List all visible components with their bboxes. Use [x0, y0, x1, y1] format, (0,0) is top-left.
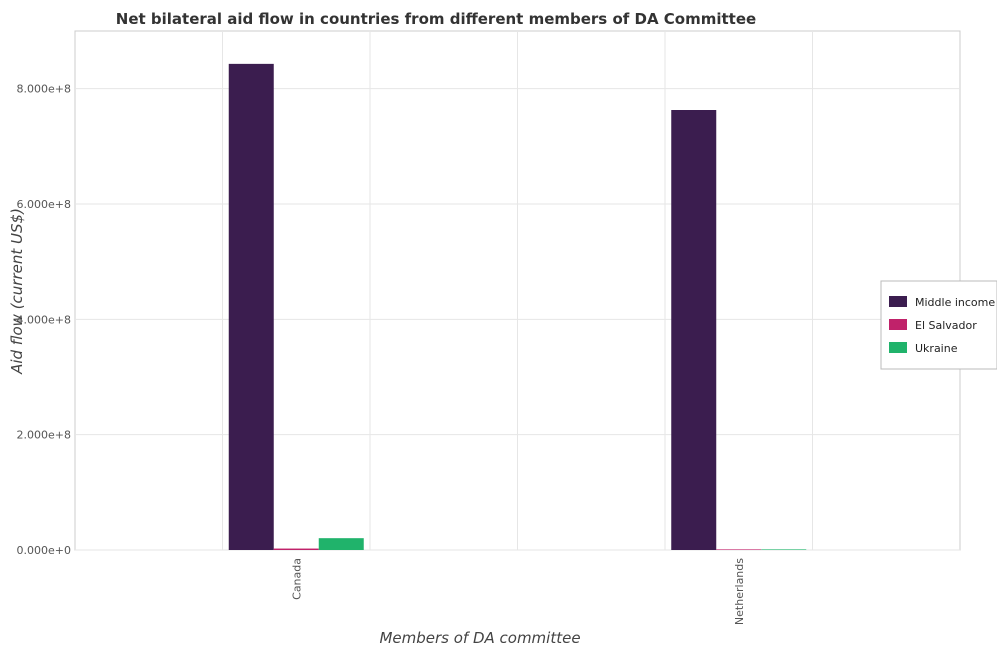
x-tick-label: Canada	[290, 558, 303, 600]
chart-title: Net bilateral aid flow in countries from…	[116, 10, 756, 28]
legend-swatch	[889, 319, 907, 330]
bar-el-salvador-netherlands	[716, 549, 762, 550]
y-tick-label: 6.000e+8	[17, 198, 71, 211]
bar-middle-income-netherlands	[671, 110, 717, 551]
x-tick-label: Netherlands	[733, 558, 746, 625]
y-tick-label: 8.000e+8	[17, 83, 71, 96]
bar-ukraine-netherlands	[761, 549, 807, 550]
y-tick-label: 2.000e+8	[17, 429, 71, 442]
legend-label: Middle income	[915, 296, 995, 309]
y-axis-label: Aid flow (current US$)	[8, 208, 26, 375]
legend-swatch	[889, 342, 907, 353]
bar-el-salvador-canada	[273, 548, 319, 550]
legend-swatch	[889, 296, 907, 307]
plot-area: 0.000e+0 2.000e+8 4.000e+8 6.000e+8 8.000e+8…	[17, 30, 961, 625]
legend: Middle income El Salvador Ukraine	[880, 280, 997, 370]
bar-middle-income-canada	[228, 63, 274, 551]
legend-label: El Salvador	[915, 319, 977, 332]
legend-label: Ukraine	[915, 342, 958, 355]
y-tick-label: 4.000e+8	[17, 313, 71, 326]
x-axis-label: Members of DA committee	[379, 629, 580, 647]
bar-ukraine-canada	[318, 538, 364, 550]
y-tick-label: 0.000e+0	[17, 544, 71, 557]
